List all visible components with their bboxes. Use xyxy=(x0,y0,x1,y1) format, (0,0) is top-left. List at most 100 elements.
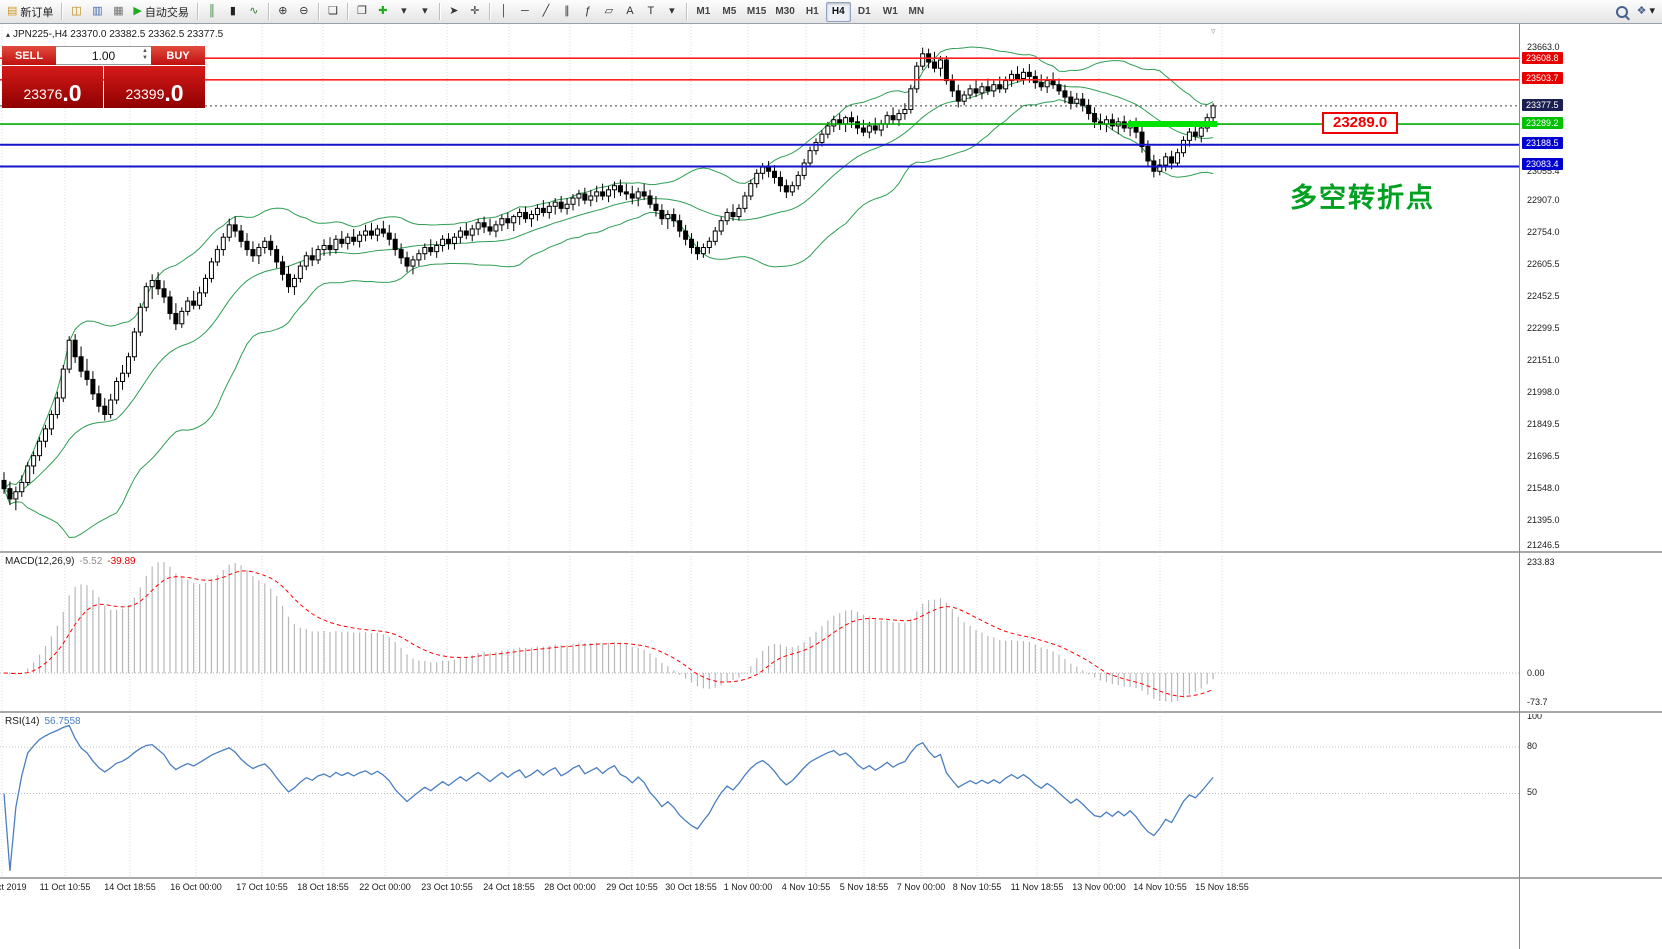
fibonacci-icon[interactable]: ƒ xyxy=(578,2,598,22)
toolbar-separator xyxy=(438,3,440,20)
timeframe-m30[interactable]: M30 xyxy=(775,6,795,17)
buy-price-button[interactable]: 23399.0 xyxy=(104,66,205,108)
toolbar-separator xyxy=(317,3,319,20)
shapes-icon[interactable]: ▱ xyxy=(599,2,619,22)
trendline-icon[interactable]: ╱ xyxy=(536,2,556,22)
price-tick: 22754.0 xyxy=(1527,227,1560,237)
volume-input[interactable]: 1.00 ▲ ▼ xyxy=(56,46,151,65)
panel-separator[interactable] xyxy=(0,711,1662,714)
rsi-panel-canvas[interactable] xyxy=(0,713,1519,877)
price-tick: 23055.4 xyxy=(1527,166,1560,176)
indicators-dropdown[interactable]: ▾ xyxy=(394,2,414,22)
crosshair-icon: ✛ xyxy=(470,5,480,17)
sell-price-main: 23376 xyxy=(23,86,63,102)
price-badge: 23289.2 xyxy=(1522,117,1563,129)
time-axis[interactable]: 10 Oct 2019 11 Oct 10:55 14 Oct 18:55 16 Oc… xyxy=(0,879,1519,899)
horizontal-line-icon[interactable]: ─ xyxy=(515,2,535,22)
auto-trading-button-icon: ▶ xyxy=(133,5,142,17)
price-scale[interactable]: 23663.0 23055.4 22907.0 22754.0 22605.5 22452… xyxy=(1520,24,1662,949)
timeframe-mn[interactable]: MN xyxy=(908,6,925,17)
price-tick: 22151.0 xyxy=(1527,355,1560,365)
arrange-windows-icon[interactable]: ❐ xyxy=(352,2,372,22)
sell-button[interactable]: SELL xyxy=(2,46,56,65)
cursor-icon[interactable]: ➤ xyxy=(444,2,464,22)
macd-indicator-label: MACD(12,26,9) -5.52 -39.89 xyxy=(5,556,136,567)
navigator-icon[interactable]: ▥ xyxy=(87,2,107,22)
text-icon[interactable]: A xyxy=(620,2,640,22)
price-tick: 21849.5 xyxy=(1527,419,1560,429)
indicators-icon[interactable]: ✚ xyxy=(373,2,393,22)
time-label: 10 Oct 2019 xyxy=(0,882,27,892)
price-tick: 21696.5 xyxy=(1527,451,1560,461)
new-order-button-icon: ▤ xyxy=(7,5,18,17)
chart-annotation-text: 多空转折点 xyxy=(1290,183,1435,213)
volume-spinner[interactable]: ▲ ▼ xyxy=(142,48,148,62)
rsi-line xyxy=(3,724,1214,872)
panel-separator[interactable] xyxy=(0,877,1662,880)
indicators-dropdown-icon: ▾ xyxy=(401,5,407,17)
timeframe-m5[interactable]: M5 xyxy=(722,6,737,17)
market-watch-icon[interactable]: ◫ xyxy=(66,2,86,22)
price-badge: 23083.4 xyxy=(1522,158,1563,170)
time-label: 23 Oct 10:55 xyxy=(421,882,473,892)
search-button[interactable] xyxy=(1612,2,1632,22)
sell-price-button[interactable]: 23376.0 xyxy=(2,66,103,108)
label-icon[interactable]: T xyxy=(641,2,661,22)
new-order-button[interactable]: ▤ 新订单 xyxy=(3,2,57,22)
spinner-down-icon[interactable]: ▼ xyxy=(142,55,148,61)
vertical-line-icon[interactable]: │ xyxy=(494,2,514,22)
timeframe-d1[interactable]: D1 xyxy=(857,6,871,17)
trade-panel-header: SELL 1.00 ▲ ▼ BUY xyxy=(2,46,205,65)
time-label: 8 Nov 10:55 xyxy=(952,882,1002,892)
line-chart-icon: ∿ xyxy=(249,5,259,17)
price-tick: 23663.0 xyxy=(1527,42,1560,52)
zoom-out-icon: ⊖ xyxy=(299,5,309,17)
zoom-out-icon[interactable]: ⊖ xyxy=(294,2,314,22)
tile-windows-icon[interactable]: ❏ xyxy=(323,2,343,22)
price-tick: 21998.0 xyxy=(1527,387,1560,397)
rsi-value: 56.7558 xyxy=(44,716,81,727)
timeframe-w1[interactable]: W1 xyxy=(882,6,898,17)
panel-separator[interactable] xyxy=(0,551,1662,554)
price-tick: 22605.5 xyxy=(1527,259,1560,269)
timeframe-m15[interactable]: M15 xyxy=(746,6,767,17)
time-label: 22 Oct 00:00 xyxy=(359,882,411,892)
timeframe-h4[interactable]: H4 xyxy=(825,1,851,22)
zoom-in-icon[interactable]: ⊕ xyxy=(273,2,293,22)
spinner-up-icon[interactable]: ▲ xyxy=(142,48,148,54)
bar-chart-icon[interactable]: ║ xyxy=(202,2,222,22)
sell-price-frac: .0 xyxy=(62,80,82,106)
time-label: 14 Oct 18:55 xyxy=(104,882,156,892)
channel-icon[interactable]: ∥ xyxy=(557,2,577,22)
timeframe-h1[interactable]: H1 xyxy=(805,6,819,17)
line-chart-icon[interactable]: ∿ xyxy=(244,2,264,22)
price-chart-canvas[interactable] xyxy=(0,24,1519,551)
price-tick: 21395.0 xyxy=(1527,515,1560,525)
crosshair-icon[interactable]: ✛ xyxy=(465,2,485,22)
timeframe-m1[interactable]: M1 xyxy=(696,6,711,17)
indicators-icon: ✚ xyxy=(378,5,388,17)
rsi-scale-tick: 100 xyxy=(1527,711,1543,721)
candlestick-series xyxy=(1,47,1216,511)
time-label: 4 Nov 10:55 xyxy=(781,882,831,892)
profiles-button[interactable]: ❖ ▾ xyxy=(1633,2,1659,22)
buy-button[interactable]: BUY xyxy=(151,46,205,65)
periods-dropdown[interactable]: ▾ xyxy=(415,2,435,22)
rsi-indicator-label: RSI(14) 56.7558 xyxy=(5,716,81,727)
candlestick-chart-icon[interactable]: ▮ xyxy=(223,2,243,22)
search-icon xyxy=(1615,5,1628,18)
arrange-windows-icon: ❐ xyxy=(356,5,367,17)
shapes-icon: ▱ xyxy=(604,5,614,17)
terminal-icon[interactable]: ▦ xyxy=(108,2,128,22)
chart-bullet-icon: ▴ xyxy=(6,30,11,39)
macd-panel-canvas[interactable] xyxy=(0,553,1519,711)
objects-dropdown[interactable]: ▾ xyxy=(662,2,682,22)
buy-price-main: 23399 xyxy=(125,86,165,102)
time-label: 18 Oct 18:55 xyxy=(297,882,349,892)
price-tick: 22299.5 xyxy=(1527,323,1560,333)
auto-trading-button[interactable]: ▶ 自动交易 xyxy=(129,2,192,22)
macd-scale-tick: -73.7 xyxy=(1527,697,1548,707)
price-badge: 23377.5 xyxy=(1522,99,1563,111)
bollinger-bands xyxy=(3,46,1214,539)
trendline-icon: ╱ xyxy=(542,5,550,17)
